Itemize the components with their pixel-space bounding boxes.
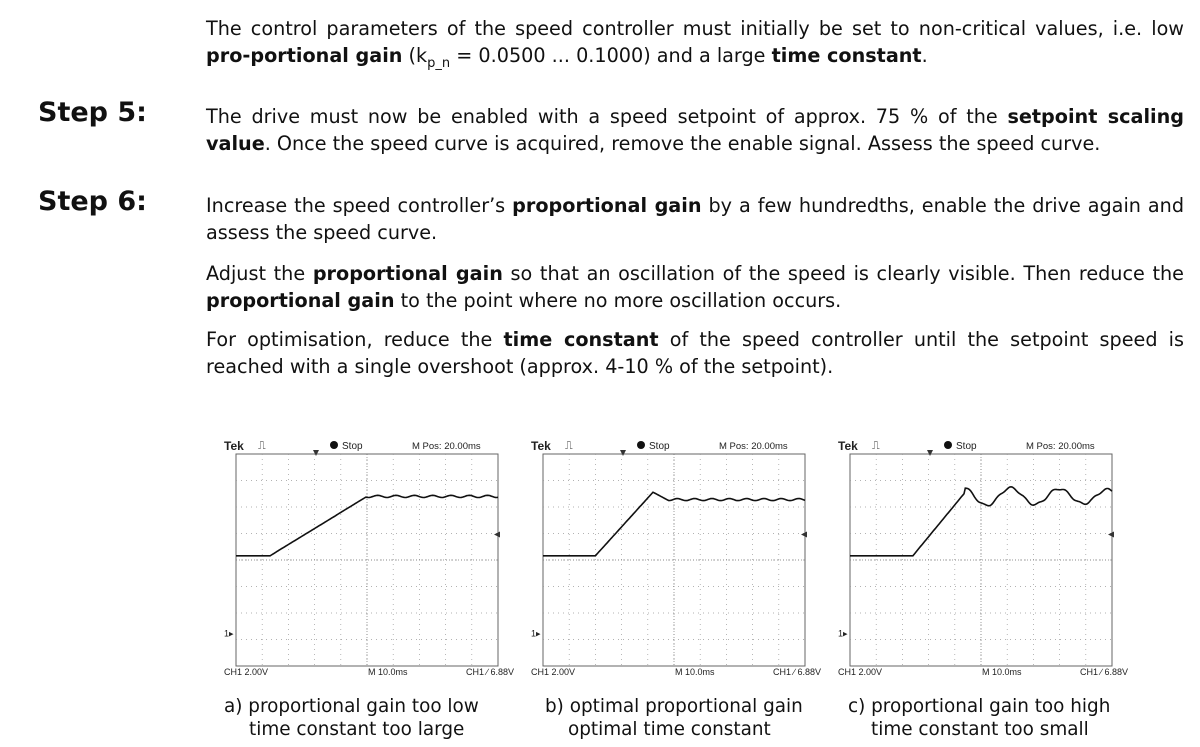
scope-brand: Tek (224, 439, 244, 453)
run-status: Stop (342, 441, 363, 452)
step-6-paragraph-1: Increase the speed controller’s proporti… (206, 193, 1184, 246)
caption-b-line2: optimal time constant (568, 719, 771, 740)
caption-b-line1: b) optimal proportional gain (545, 696, 803, 717)
caption-c-line1: c) proportional gain too high (848, 696, 1111, 717)
channel-scale: CH1 2.00V (224, 667, 268, 677)
intro-text: The control parameters of the speed cont… (206, 17, 1184, 40)
trigger-position-icon (620, 450, 626, 456)
step-6-paragraph-2: Adjust the proportional gain so that an … (206, 261, 1184, 314)
trigger-level-icon (801, 531, 807, 538)
step-6-bold-proportional-gain: proportional gain (512, 194, 702, 217)
time-scale: M 10.0ms (368, 667, 408, 677)
scope-a: Tek ⎍ Stop M Pos: 20.00ms 1▸ CH1 2.00V M 10.0m… (222, 436, 532, 678)
intro-subscript: p_n (427, 55, 451, 71)
caption-c-line2: time constant too small (871, 719, 1089, 740)
channel-scale: CH1 2.00V (531, 667, 575, 677)
acquire-mode-icon: ⎍ (872, 440, 880, 452)
step-6-bold-proportional-gain: proportional gain (206, 288, 395, 312)
step-6-text: to the point where no more oscillation o… (394, 288, 842, 312)
intro-bold-proportional-gain: pro-portional gain (206, 43, 403, 67)
step-5-text: The drive must now be enabled with a spe… (206, 105, 1008, 128)
trigger-level-icon (1108, 531, 1114, 538)
horizontal-position: M Pos: 20.00ms (412, 441, 481, 452)
time-scale: M 10.0ms (982, 667, 1022, 677)
scope-b: Tek ⎍ Stop M Pos: 20.00ms 1▸ CH1 2.00V M 10.0m… (529, 436, 839, 678)
speed-trace (236, 494, 499, 557)
caption-a: a) proportional gain too low time consta… (224, 695, 479, 741)
scope-c: Tek ⎍ Stop M Pos: 20.00ms 1▸ CH1 2.00V M 10.0m… (836, 436, 1146, 678)
step-6-paragraph-3: For optimisation, reduce the time consta… (206, 327, 1184, 380)
scope-brand: Tek (838, 439, 858, 453)
scope-a-screen: Tek ⎍ Stop M Pos: 20.00ms 1▸ CH1 2.00V M 10.0m… (224, 439, 514, 677)
trigger-level-icon (494, 531, 500, 538)
step-6-text: by a few hundredths, enable the drive ag… (206, 194, 1184, 244)
channel-marker: 1▸ (531, 628, 541, 638)
channel-marker: 1▸ (224, 628, 234, 638)
scope-b-screen: Tek ⎍ Stop M Pos: 20.00ms 1▸ CH1 2.00V M 10.0m… (531, 439, 821, 677)
intro-text: = 0.0500 ... 0.1000) and a large (450, 43, 772, 67)
caption-a-line1: a) proportional gain too low (224, 696, 479, 717)
scope-brand: Tek (531, 439, 551, 453)
trigger-position-icon (313, 450, 319, 456)
step-6-bold-proportional-gain: proportional gain (312, 262, 503, 285)
channel-marker: 1▸ (838, 628, 848, 638)
step-6-bold-time-constant: time constant (503, 328, 659, 351)
trigger-level: CH1 ∕ 6.88V (466, 667, 514, 677)
step-6-heading: Step 6: (38, 186, 147, 217)
trigger-level: CH1 ∕ 6.88V (773, 667, 821, 677)
stop-indicator-icon (637, 441, 645, 449)
step-5-bold-setpoint-scaling: setpoint scaling value (206, 105, 1185, 155)
trigger-position-icon (927, 450, 933, 456)
horizontal-position: M Pos: 20.00ms (1026, 441, 1095, 452)
run-status: Stop (649, 441, 670, 452)
acquire-mode-icon: ⎍ (258, 440, 266, 452)
speed-trace (543, 491, 806, 557)
intro-text: (k (402, 43, 428, 67)
trigger-level: CH1 ∕ 6.88V (1080, 667, 1128, 677)
step-6-text: so that an oscillation of the speed is c… (502, 262, 1184, 285)
step-5-paragraph: The drive must now be enabled with a spe… (206, 104, 1184, 157)
step-6-text: of the speed controller until the setpoi… (206, 328, 1185, 378)
channel-scale: CH1 2.00V (838, 667, 882, 677)
scope-c-screen: Tek ⎍ Stop M Pos: 20.00ms 1▸ CH1 2.00V M 10.0m… (838, 439, 1128, 677)
stop-indicator-icon (944, 441, 952, 449)
intro-bold-time-constant: time constant (771, 43, 922, 67)
step-5-text: . Once the speed curve is acquired, remo… (264, 131, 1101, 155)
intro-text: . (921, 43, 928, 67)
caption-c: c) proportional gain too high time const… (848, 695, 1110, 741)
time-scale: M 10.0ms (675, 667, 715, 677)
step-6-text: Adjust the (206, 262, 313, 285)
step-6-text: For optimisation, reduce the (206, 328, 504, 351)
acquire-mode-icon: ⎍ (565, 440, 573, 452)
run-status: Stop (956, 441, 977, 452)
intro-paragraph: The control parameters of the speed cont… (206, 16, 1184, 77)
horizontal-position: M Pos: 20.00ms (719, 441, 788, 452)
speed-trace (850, 485, 1113, 557)
step-5-heading: Step 5: (38, 97, 147, 128)
step-6-text: Increase the speed controller’s (206, 194, 513, 217)
caption-b: b) optimal proportional gain optimal tim… (545, 695, 803, 741)
caption-a-line2: time constant too large (249, 719, 465, 740)
stop-indicator-icon (330, 441, 338, 449)
